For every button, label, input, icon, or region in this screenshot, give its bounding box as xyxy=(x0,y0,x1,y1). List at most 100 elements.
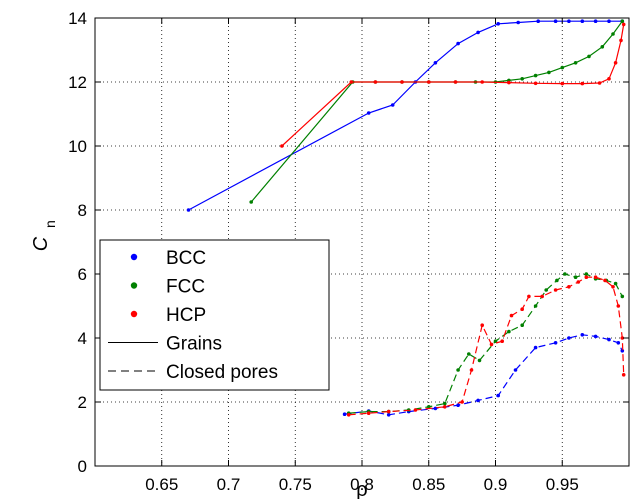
x-tick-label: 0.95 xyxy=(546,475,579,494)
data-point xyxy=(507,80,511,85)
data-point xyxy=(342,412,347,417)
data-point xyxy=(544,288,548,292)
data-point xyxy=(553,288,558,292)
data-point xyxy=(456,403,460,408)
legend-label: Closed pores xyxy=(166,362,278,383)
series-line xyxy=(188,20,623,211)
x-tick-label: 0.9 xyxy=(484,475,508,494)
data-point xyxy=(477,358,482,363)
legend-item-closed-pores: Closed pores xyxy=(108,362,278,383)
legend-label: Grains xyxy=(166,334,222,355)
series-line xyxy=(250,20,623,203)
series-bcc-closed-pores xyxy=(342,333,625,417)
data-point xyxy=(593,275,598,280)
data-point xyxy=(533,81,538,86)
data-point xyxy=(547,70,551,75)
data-point xyxy=(580,81,585,86)
y-tick-label: 0 xyxy=(78,457,87,476)
data-point xyxy=(493,339,498,344)
data-point xyxy=(373,80,378,84)
data-point xyxy=(573,61,578,65)
data-point xyxy=(476,30,480,35)
data-point xyxy=(584,272,589,276)
y-tick-label: 6 xyxy=(78,265,87,284)
data-point xyxy=(280,144,284,148)
data-point xyxy=(453,80,458,84)
data-point xyxy=(513,368,518,372)
data-point xyxy=(186,208,191,212)
plot-series xyxy=(186,19,626,417)
data-point xyxy=(527,294,531,299)
data-point xyxy=(611,32,615,36)
data-point xyxy=(520,77,524,81)
data-point xyxy=(390,103,395,107)
data-point xyxy=(480,80,485,84)
data-point xyxy=(593,334,598,339)
data-point xyxy=(621,373,626,377)
data-point xyxy=(536,19,540,24)
x-tick-label: 0.65 xyxy=(145,475,178,494)
y-tick-label: 4 xyxy=(78,329,87,348)
data-point xyxy=(386,409,391,414)
data-point xyxy=(619,38,623,43)
data-point xyxy=(467,352,471,356)
x-tick-label: 0.8 xyxy=(350,475,374,494)
data-point xyxy=(433,406,438,411)
legend-item-bcc: BCC xyxy=(130,248,206,269)
data-point xyxy=(520,307,524,312)
series-fcc-closed-pores xyxy=(346,272,625,416)
data-point xyxy=(620,294,625,299)
data-point xyxy=(555,278,559,283)
data-point xyxy=(613,281,618,286)
data-point xyxy=(533,304,538,308)
legend-marker xyxy=(130,282,138,289)
data-point xyxy=(427,80,431,84)
series-line xyxy=(281,24,625,147)
data-point xyxy=(520,323,524,328)
y-axis-label: C n xyxy=(30,220,58,251)
x-tick-label: 0.85 xyxy=(412,475,445,494)
data-point xyxy=(476,398,480,403)
y-tick-label: 2 xyxy=(78,393,87,412)
data-point xyxy=(516,20,520,25)
legend-item-grains: Grains xyxy=(108,334,222,355)
data-point xyxy=(560,65,565,70)
data-point xyxy=(496,22,501,26)
x-tick-label: 0.75 xyxy=(279,475,312,494)
data-point xyxy=(489,342,494,347)
data-point xyxy=(533,73,538,78)
data-point xyxy=(616,304,621,308)
data-point xyxy=(400,80,404,84)
data-point xyxy=(567,285,571,289)
data-point xyxy=(587,54,591,59)
data-point xyxy=(366,411,371,416)
data-point xyxy=(616,341,621,345)
y-tick-label: 14 xyxy=(68,9,87,28)
data-point xyxy=(443,405,447,409)
data-point xyxy=(560,81,565,86)
data-point xyxy=(427,405,431,409)
data-point xyxy=(621,22,626,27)
legend-marker xyxy=(130,310,138,318)
data-point xyxy=(603,278,607,283)
data-point xyxy=(620,19,625,24)
series-fcc-grains xyxy=(249,19,625,204)
data-point xyxy=(460,400,464,404)
data-point xyxy=(573,275,578,280)
data-point xyxy=(563,272,567,276)
legend-box xyxy=(99,239,330,391)
data-point xyxy=(620,336,625,340)
data-point xyxy=(443,401,447,406)
data-point xyxy=(576,280,581,284)
x-axis-label: ρ xyxy=(356,479,367,499)
data-point xyxy=(480,323,485,328)
legend-marker xyxy=(130,253,138,261)
legend-item-fcc: FCC xyxy=(130,277,205,298)
data-point xyxy=(567,336,571,340)
series-hcp-closed-pores xyxy=(346,275,626,417)
data-point xyxy=(597,81,602,85)
data-point xyxy=(500,339,505,344)
legend-label: HCP xyxy=(166,305,206,326)
axis-tick-labels: 0.65 0.7 0.75 0.8 0.85 0.9 0.95 0 2 4 6 8 10 12 14 xyxy=(68,9,579,494)
